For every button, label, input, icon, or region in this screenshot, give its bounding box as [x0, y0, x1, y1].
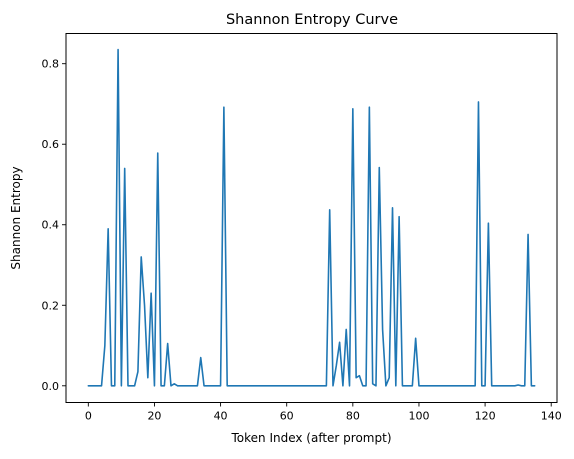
x-tick-label: 120 [475, 410, 496, 423]
y-axis-label: Shannon Entropy [9, 166, 23, 269]
y-tick-label: 0.4 [42, 219, 60, 232]
y-tick-label: 0.8 [42, 58, 60, 71]
chart-title: Shannon Entropy Curve [226, 12, 398, 28]
x-axis-label: Token Index (after prompt) [230, 431, 391, 445]
x-tick-label: 0 [85, 410, 92, 423]
x-tick-label: 100 [408, 410, 429, 423]
x-tick-label: 40 [214, 410, 228, 423]
y-tick-label: 0.0 [42, 380, 60, 393]
x-tick-label: 80 [346, 410, 360, 423]
x-tick-label: 60 [280, 410, 294, 423]
y-tick-label: 0.6 [42, 138, 60, 151]
x-tick-label: 20 [147, 410, 161, 423]
x-tick-label: 140 [541, 410, 562, 423]
y-tick-label: 0.2 [42, 299, 60, 312]
